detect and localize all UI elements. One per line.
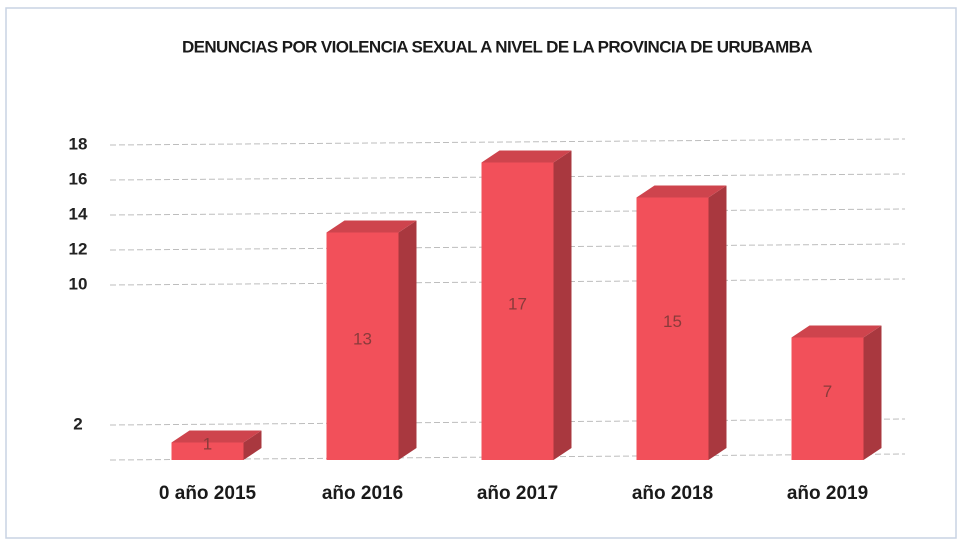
y-tick-label: 10 [69, 274, 88, 293]
y-tick-label: 18 [69, 134, 88, 153]
chart-title: DENUNCIAS POR VIOLENCIA SEXUAL A NIVEL D… [182, 37, 812, 56]
y-tick-label: 2 [73, 414, 82, 433]
x-tick-label: año 2019 [787, 483, 868, 504]
bar-top [326, 220, 417, 233]
bar [791, 337, 864, 460]
value-label: 7 [823, 382, 832, 401]
y-tick-label: 12 [69, 239, 88, 258]
bar-top [791, 325, 882, 338]
value-label: 13 [353, 330, 372, 349]
bar-top [171, 430, 262, 443]
y-tick-label: 14 [69, 204, 88, 223]
x-tick-label: año 2017 [477, 483, 558, 504]
value-label: 17 [508, 295, 527, 314]
x-tick-label: 0 año 2015 [159, 483, 257, 504]
grid-line [109, 138, 906, 146]
bar [171, 442, 244, 460]
bar-side [398, 220, 417, 460]
bar [481, 162, 554, 460]
bar-side [243, 430, 262, 460]
value-label: 15 [663, 312, 682, 331]
bar-side [708, 185, 727, 460]
y-tick-label: 16 [69, 169, 88, 188]
value-label: 1 [203, 435, 212, 454]
bar-side [553, 150, 572, 460]
bar-side [863, 325, 882, 460]
x-tick-label: año 2016 [322, 483, 403, 504]
bar [636, 197, 709, 460]
bar-top [636, 185, 727, 198]
x-tick-label: año 2018 [632, 483, 713, 504]
bar [326, 232, 399, 460]
bar-top [481, 150, 572, 163]
